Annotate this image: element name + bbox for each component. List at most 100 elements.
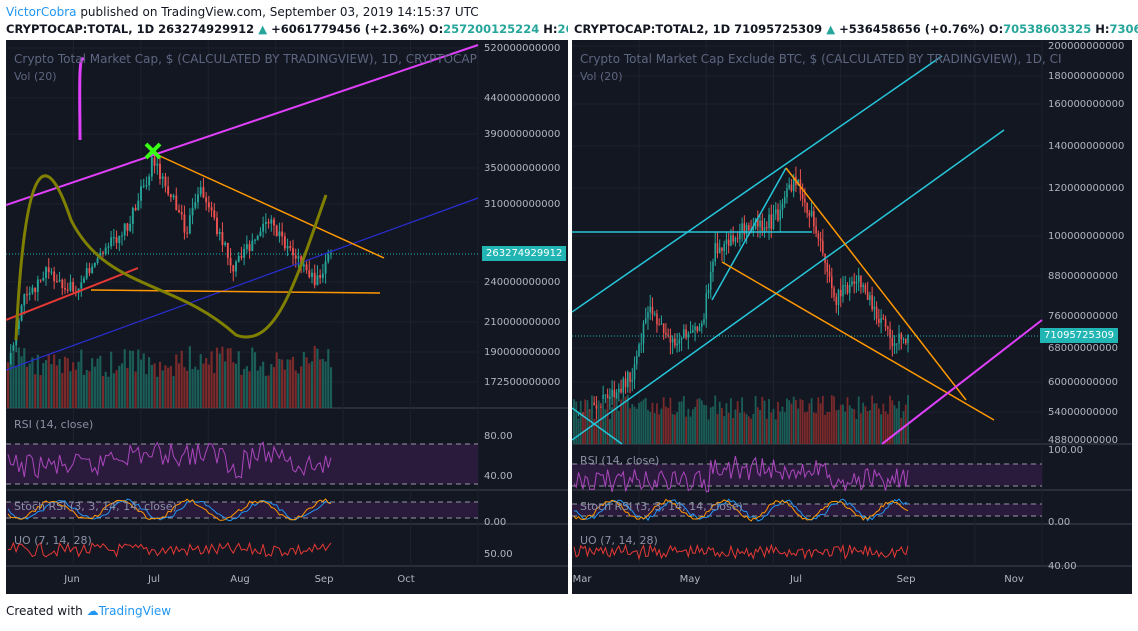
candle: [806, 202, 808, 213]
volume-bar: [839, 404, 842, 444]
volume-bar: [611, 406, 614, 444]
volume-bar: [781, 406, 784, 444]
candle: [882, 318, 885, 320]
author-link[interactable]: VictorCobra: [6, 5, 77, 19]
candle: [875, 306, 878, 319]
tradingview-link[interactable]: TradingView: [98, 604, 172, 618]
horizontal-support: [90, 289, 381, 294]
candle: [770, 214, 773, 229]
candle: [826, 262, 829, 272]
candle: [893, 343, 896, 347]
candle: [692, 329, 694, 333]
volume-bar: [272, 367, 276, 408]
price-tick-label: 210000000000: [484, 317, 560, 328]
volume-bar: [39, 375, 42, 408]
candle: [83, 278, 85, 283]
time-tick-label: Aug: [230, 574, 250, 585]
chart-title-right: Crypto Total Market Cap Exclude BTC, $ (…: [580, 52, 1062, 66]
volume-bar: [833, 396, 835, 444]
rsi-label-left: RSI (14, close): [14, 418, 94, 431]
candle: [297, 256, 300, 259]
candle: [121, 235, 123, 237]
symbol-info-right: CRYPTOCAP:TOTAL2, 1D 71095725309 ▲ +5364…: [574, 22, 1138, 36]
volume-bar: [653, 413, 656, 444]
candle: [61, 279, 64, 289]
volume-bar: [593, 418, 596, 444]
candle: [765, 227, 768, 229]
price-tick-label: 48800000000: [1048, 435, 1118, 446]
candle: [828, 271, 831, 277]
volume-bar: [779, 411, 782, 444]
candle: [638, 344, 640, 357]
volume-bar: [676, 412, 679, 444]
candle: [207, 202, 210, 208]
rsi-line: [7, 441, 332, 479]
candle: [216, 217, 218, 234]
volume-bar: [673, 414, 676, 444]
volume-bar: [134, 371, 137, 408]
volume-bar: [20, 356, 23, 408]
volume-bar: [604, 409, 607, 444]
candle: [186, 232, 189, 234]
volume-bar: [17, 347, 20, 408]
candle: [194, 202, 197, 208]
candle: [129, 223, 132, 231]
up-arrow-icon: ▲: [826, 22, 836, 36]
candle: [55, 281, 58, 283]
vol-label-left: Vol (20): [14, 70, 57, 83]
chart-canvas-left[interactable]: 520000000000 440000000000 390000000000 3500…: [6, 40, 568, 594]
close-right: 71095725309: [734, 22, 823, 36]
candle: [842, 285, 844, 297]
open-label-left: O:: [428, 22, 444, 36]
chart-panel-right[interactable]: 200000000000 180000000000 160000000000 1400…: [572, 40, 1132, 594]
high-left: 266349975​0: [557, 22, 568, 36]
candle: [846, 285, 849, 294]
volume-bar: [768, 399, 770, 444]
volume-bar: [248, 371, 251, 408]
volume-bar: [705, 405, 708, 444]
chart-canvas-right[interactable]: 200000000000 180000000000 160000000000 1400…: [572, 40, 1132, 594]
volume-bar: [278, 358, 281, 408]
volume-bar: [608, 419, 611, 444]
volume-bar: [671, 414, 674, 444]
candle: [229, 257, 232, 266]
volume-bar: [150, 364, 153, 408]
volume-bar: [573, 399, 575, 444]
volume-bar: [817, 397, 820, 444]
candle: [786, 188, 788, 198]
volume-bar: [66, 358, 69, 408]
stoch-tick-label: 0.00: [484, 517, 506, 528]
volume-bar: [210, 351, 213, 408]
tradingview-logo-icon: ☁: [86, 604, 99, 618]
candle: [790, 184, 793, 192]
candle: [649, 306, 651, 313]
volume-bar: [85, 370, 88, 408]
panel-bg: [572, 40, 1132, 594]
uo-line: [573, 543, 909, 561]
volume-bar: [44, 360, 48, 408]
volume-bar: [305, 357, 308, 408]
candle: [810, 211, 813, 216]
price-tick-label: 160000000000: [1048, 99, 1124, 110]
candle: [161, 176, 164, 179]
candle: [245, 244, 248, 250]
price-tick-label: 190000000000: [484, 347, 560, 358]
volume-bar: [647, 409, 649, 444]
volume-bar: [792, 396, 795, 444]
volume-bar: [199, 354, 202, 408]
price-tick-label: 440000000000: [484, 93, 560, 104]
volume-bar: [69, 371, 72, 408]
volume-bar: [205, 358, 208, 408]
chart-panel-left[interactable]: 520000000000 440000000000 390000000000 3500…: [6, 40, 568, 594]
volume-bar: [6, 362, 10, 408]
candle: [763, 227, 766, 231]
cyan-rally-line: [711, 167, 787, 301]
candle: [118, 235, 121, 243]
volume-bar: [803, 412, 806, 444]
volume-bar: [77, 361, 80, 408]
volume-bar: [750, 418, 752, 444]
volume-bar: [880, 414, 882, 444]
candle: [703, 319, 705, 324]
candle: [620, 388, 622, 393]
candle: [907, 334, 909, 344]
